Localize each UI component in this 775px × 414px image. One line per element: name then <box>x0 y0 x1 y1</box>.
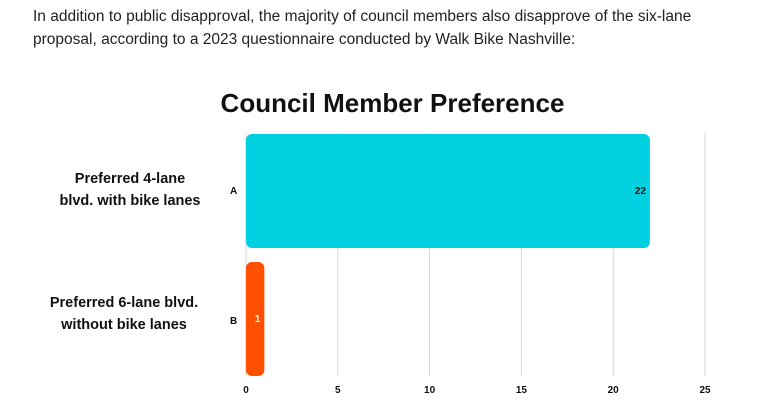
category-label-b: Preferred 6-lane blvd. without bike lane… <box>24 292 224 336</box>
intro-paragraph: In addition to public disapproval, the m… <box>33 8 692 48</box>
bar-b <box>246 262 265 376</box>
chart-title: Council Member Preference <box>220 88 565 118</box>
x-tick-label: 20 <box>608 385 620 396</box>
x-tick-label: 5 <box>335 385 341 396</box>
category-label-a-line-1: Preferred 4-lane <box>74 171 186 187</box>
category-code-a: A <box>230 186 238 197</box>
category-label-b-line-2: without bike lanes <box>61 317 187 333</box>
x-tick-label: 25 <box>699 385 711 396</box>
category-label-a-line-2: blvd. with bike lanes <box>59 193 201 209</box>
bar-value-label-b: 1 <box>255 314 261 325</box>
category-label-a: Preferred 4-lane blvd. with bike lanes <box>30 168 230 212</box>
x-tick-label: 10 <box>424 385 436 396</box>
bar-a <box>246 134 650 248</box>
x-tick-label: 15 <box>516 385 528 396</box>
x-tick-label: 0 <box>243 385 249 396</box>
bar-value-label-a: 22 <box>635 186 647 197</box>
bars: 22 1 <box>246 134 650 376</box>
category-code-b: B <box>230 316 238 327</box>
x-axis-ticks: 0 5 10 15 20 25 <box>243 385 711 396</box>
category-label-b-line-1: Preferred 6-lane blvd. <box>49 295 199 311</box>
